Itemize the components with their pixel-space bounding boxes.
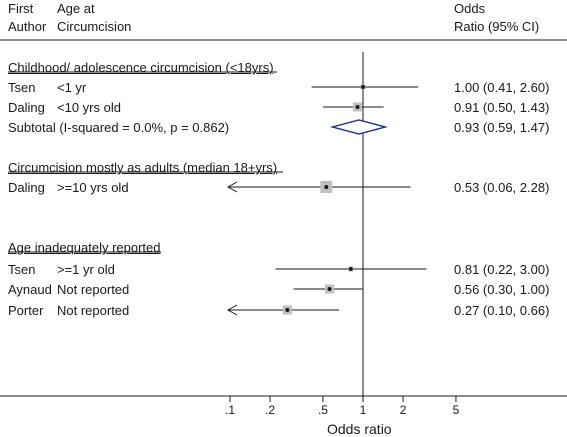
x-axis-title: Odds ratio [327, 421, 392, 437]
row-author: Tsen [8, 262, 36, 277]
section-title-adults: Circumcision mostly as adults (median 18… [8, 160, 278, 175]
row-or-label: 0.56 (0.30, 1.00) [454, 282, 550, 297]
point-estimate [285, 308, 290, 312]
ci-arrow [226, 181, 238, 193]
row-or-label: 1.00 (0.41, 2.60) [454, 80, 550, 95]
row-or-label: 0.53 (0.06, 2.28) [454, 180, 550, 195]
x-tick-label: 2 [400, 403, 407, 417]
section-title-inadequate: Age inadequately reported [8, 240, 161, 255]
subtotal-label: Subtotal (I-squared = 0.0%, p = 0.862) [8, 120, 230, 135]
row-age: >=1 yr old [57, 262, 115, 277]
row-age: >=10 yrs old [57, 180, 129, 195]
row-age: Not reported [57, 282, 130, 297]
section-title-childhood: Childhood/ adolescence circumcision (<18… [8, 60, 274, 75]
point-estimate [324, 185, 329, 189]
row-or-label: 0.91 (0.50, 1.43) [454, 100, 550, 115]
header-odds: Odds [454, 1, 486, 16]
row-author: Aynaud [8, 282, 52, 297]
x-tick-label: 5 [453, 403, 460, 417]
header-age-at: Age at [57, 1, 95, 16]
subtotal-or-label: 0.93 (0.59, 1.47) [454, 120, 550, 135]
row-age: Not reported [57, 303, 130, 318]
header-ratio-ci: Ratio (95% CI) [454, 19, 540, 34]
row-author: Tsen [8, 80, 36, 95]
row-or-label: 0.27 (0.10, 0.66) [454, 303, 550, 318]
header-first: First [8, 1, 34, 16]
row-age: <1 yr [57, 80, 87, 95]
x-tick-label: 1 [360, 403, 367, 417]
x-tick-label: .5 [318, 403, 328, 417]
point-estimate [355, 105, 360, 109]
header-circumcision: Circumcision [57, 19, 132, 34]
point-estimate [327, 287, 332, 291]
subtotal-diamond [329, 119, 388, 135]
x-tick-label: .1 [225, 403, 235, 417]
row-or-label: 0.81 (0.22, 3.00) [454, 262, 550, 277]
header-author: Author [8, 19, 47, 34]
row-author: Porter [8, 303, 44, 318]
row-age: <10 yrs old [57, 100, 121, 115]
ci-arrow [226, 304, 238, 316]
x-tick-label: .2 [265, 403, 275, 417]
row-author: Daling [8, 180, 45, 195]
point-estimate [361, 85, 365, 89]
row-author: Daling [8, 100, 45, 115]
point-estimate [348, 267, 353, 271]
